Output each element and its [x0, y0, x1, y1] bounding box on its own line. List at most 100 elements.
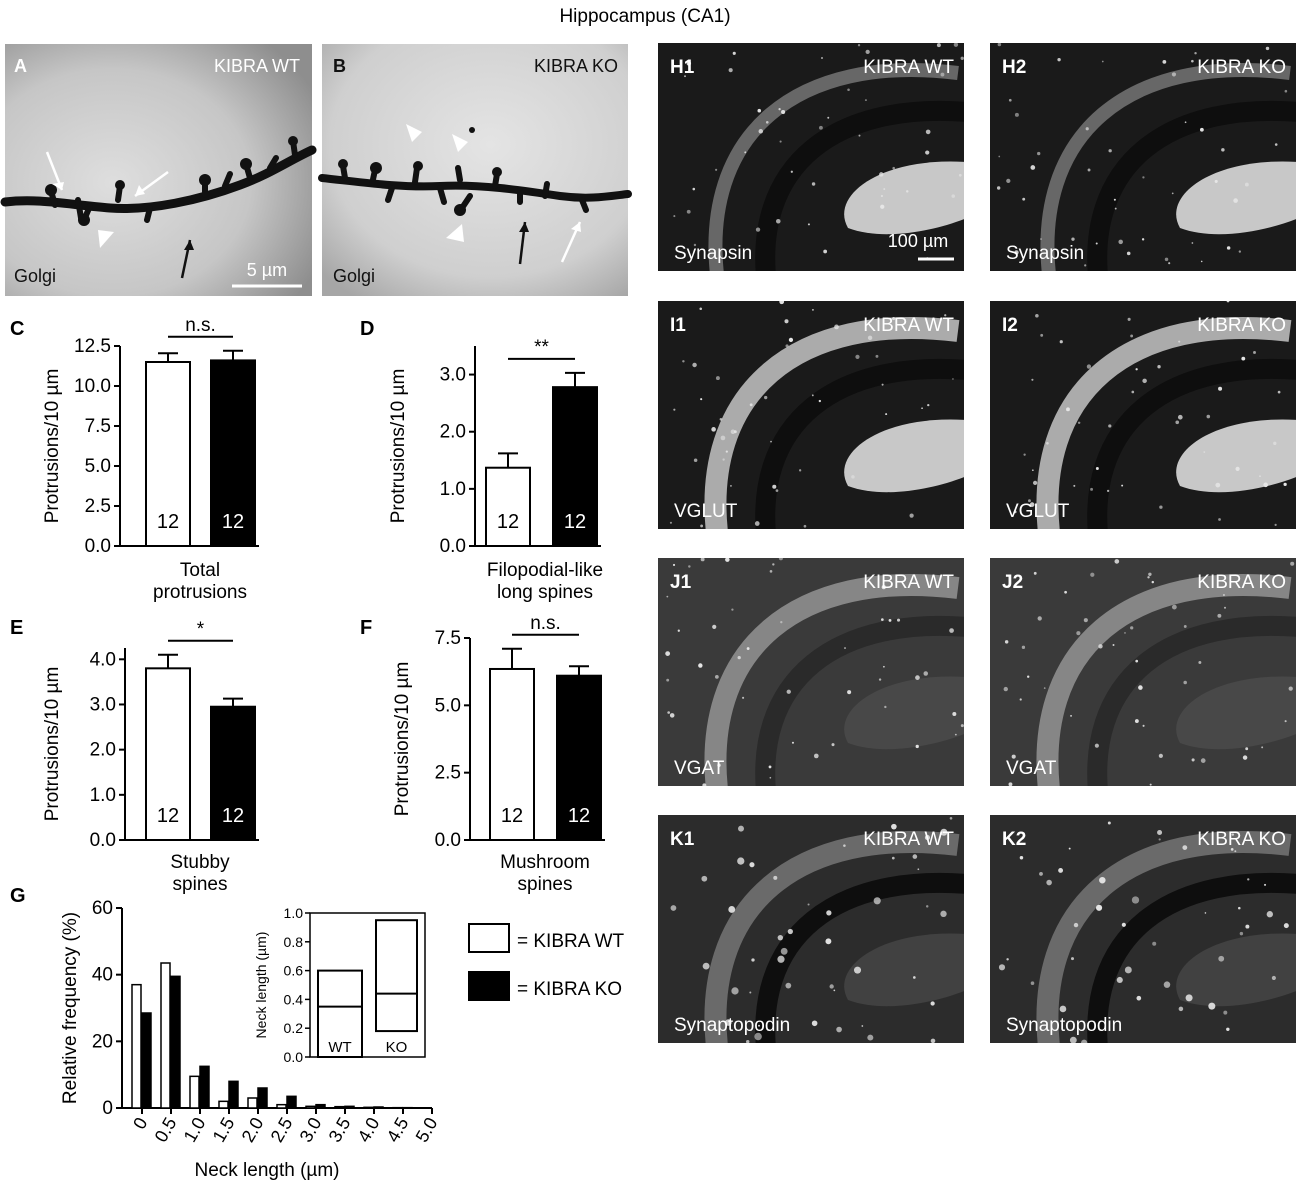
x-tick-label: 2.0 — [238, 1114, 268, 1146]
y-tick-label: 0.0 — [85, 536, 111, 557]
puncta — [1071, 237, 1075, 241]
y-axis-label: Protrusions/10 µm — [392, 662, 413, 817]
puncta — [1035, 314, 1039, 318]
genotype-label: KIBRA WT — [863, 57, 954, 78]
puncta — [1215, 482, 1221, 488]
significance-label: n.s. — [185, 315, 216, 336]
puncta — [883, 665, 885, 668]
puncta — [1151, 580, 1154, 584]
puncta — [700, 524, 704, 528]
y-tick-label: 3.0 — [440, 365, 466, 386]
tissue-layer — [998, 821, 1296, 1043]
puncta — [773, 875, 778, 880]
bar-ko — [286, 1095, 297, 1109]
dark-band — [1087, 358, 1296, 529]
puncta — [733, 430, 737, 434]
puncta — [1159, 505, 1163, 509]
puncta — [1218, 518, 1221, 521]
legend-label-ko: = KIBRA KO — [517, 979, 622, 1000]
cell-layer-band — [1036, 830, 1292, 1043]
puncta — [1171, 72, 1177, 77]
n-label: 12 — [501, 805, 523, 827]
puncta — [1284, 89, 1288, 93]
puncta — [737, 857, 745, 865]
bar-wt — [189, 1075, 200, 1109]
micrograph-i2: I2 KIBRA KO VGLUT — [990, 301, 1296, 529]
puncta — [1214, 179, 1218, 183]
dark-band — [755, 100, 964, 271]
puncta — [1084, 264, 1087, 267]
puncta — [1234, 850, 1237, 853]
puncta — [881, 383, 884, 386]
puncta — [1247, 878, 1250, 881]
puncta — [673, 408, 676, 411]
puncta — [777, 955, 785, 963]
puncta — [1244, 182, 1249, 187]
puncta — [883, 188, 886, 191]
legend: = KIBRA WT = KIBRA KO — [468, 923, 625, 1001]
x-tick-label: 4.0 — [354, 1114, 384, 1146]
puncta — [1046, 441, 1049, 445]
puncta — [1226, 301, 1230, 303]
panel-letter: E — [10, 617, 23, 639]
puncta — [1288, 686, 1293, 691]
puncta — [1101, 60, 1104, 63]
inset-category-label: KO — [386, 1039, 408, 1056]
bar-wt — [363, 1106, 374, 1109]
puncta — [861, 1025, 864, 1027]
bar-ko — [552, 386, 598, 547]
puncta — [780, 947, 788, 955]
puncta — [769, 776, 772, 779]
puncta — [712, 624, 717, 629]
puncta — [715, 675, 719, 679]
puncta — [778, 558, 783, 561]
cell-layer-band — [1040, 62, 1291, 271]
puncta — [885, 413, 888, 416]
puncta — [1235, 466, 1240, 471]
puncta — [949, 816, 953, 820]
puncta — [669, 521, 672, 524]
puncta — [1008, 782, 1013, 786]
bar-ko — [315, 1103, 326, 1109]
puncta — [1290, 561, 1295, 566]
puncta — [667, 711, 671, 714]
legend-swatch-ko — [468, 971, 510, 1001]
puncta — [917, 868, 920, 871]
dark-band — [1087, 872, 1296, 1043]
puncta — [834, 324, 839, 330]
puncta — [1168, 262, 1171, 265]
puncta — [749, 991, 752, 994]
puncta — [807, 223, 810, 226]
puncta — [1158, 838, 1161, 841]
puncta — [798, 469, 802, 472]
bar-wt — [305, 1105, 316, 1109]
puncta — [884, 705, 887, 709]
x-axis-label: spines — [518, 874, 573, 895]
puncta — [1135, 368, 1138, 371]
inset-y-tick-label: 0.0 — [284, 1049, 304, 1065]
puncta — [693, 458, 698, 463]
inner-lobe — [844, 676, 964, 750]
puncta — [998, 964, 1006, 971]
puncta — [1239, 931, 1244, 936]
y-tick-label: 2.5 — [85, 496, 111, 517]
n-label: 12 — [157, 511, 179, 533]
x-tick-label: 3.5 — [325, 1114, 355, 1146]
puncta — [732, 51, 736, 55]
puncta — [1040, 333, 1044, 337]
stain-label: VGLUT — [1006, 501, 1070, 522]
micrographs-layer: H1 KIBRA WT Synapsin 100 µm H2 KIBRA KO Synaps… — [658, 43, 1296, 1043]
puncta — [930, 1038, 936, 1043]
y-tick-label: 0.0 — [435, 830, 461, 851]
n-label: 12 — [222, 511, 244, 533]
puncta — [960, 724, 964, 728]
inner-lobe — [1176, 419, 1296, 493]
puncta — [1223, 1010, 1228, 1015]
puncta — [758, 129, 764, 134]
puncta — [1158, 753, 1163, 758]
puncta — [1066, 407, 1070, 412]
bar-ko — [257, 1087, 268, 1109]
puncta — [772, 484, 777, 489]
puncta — [731, 608, 734, 611]
